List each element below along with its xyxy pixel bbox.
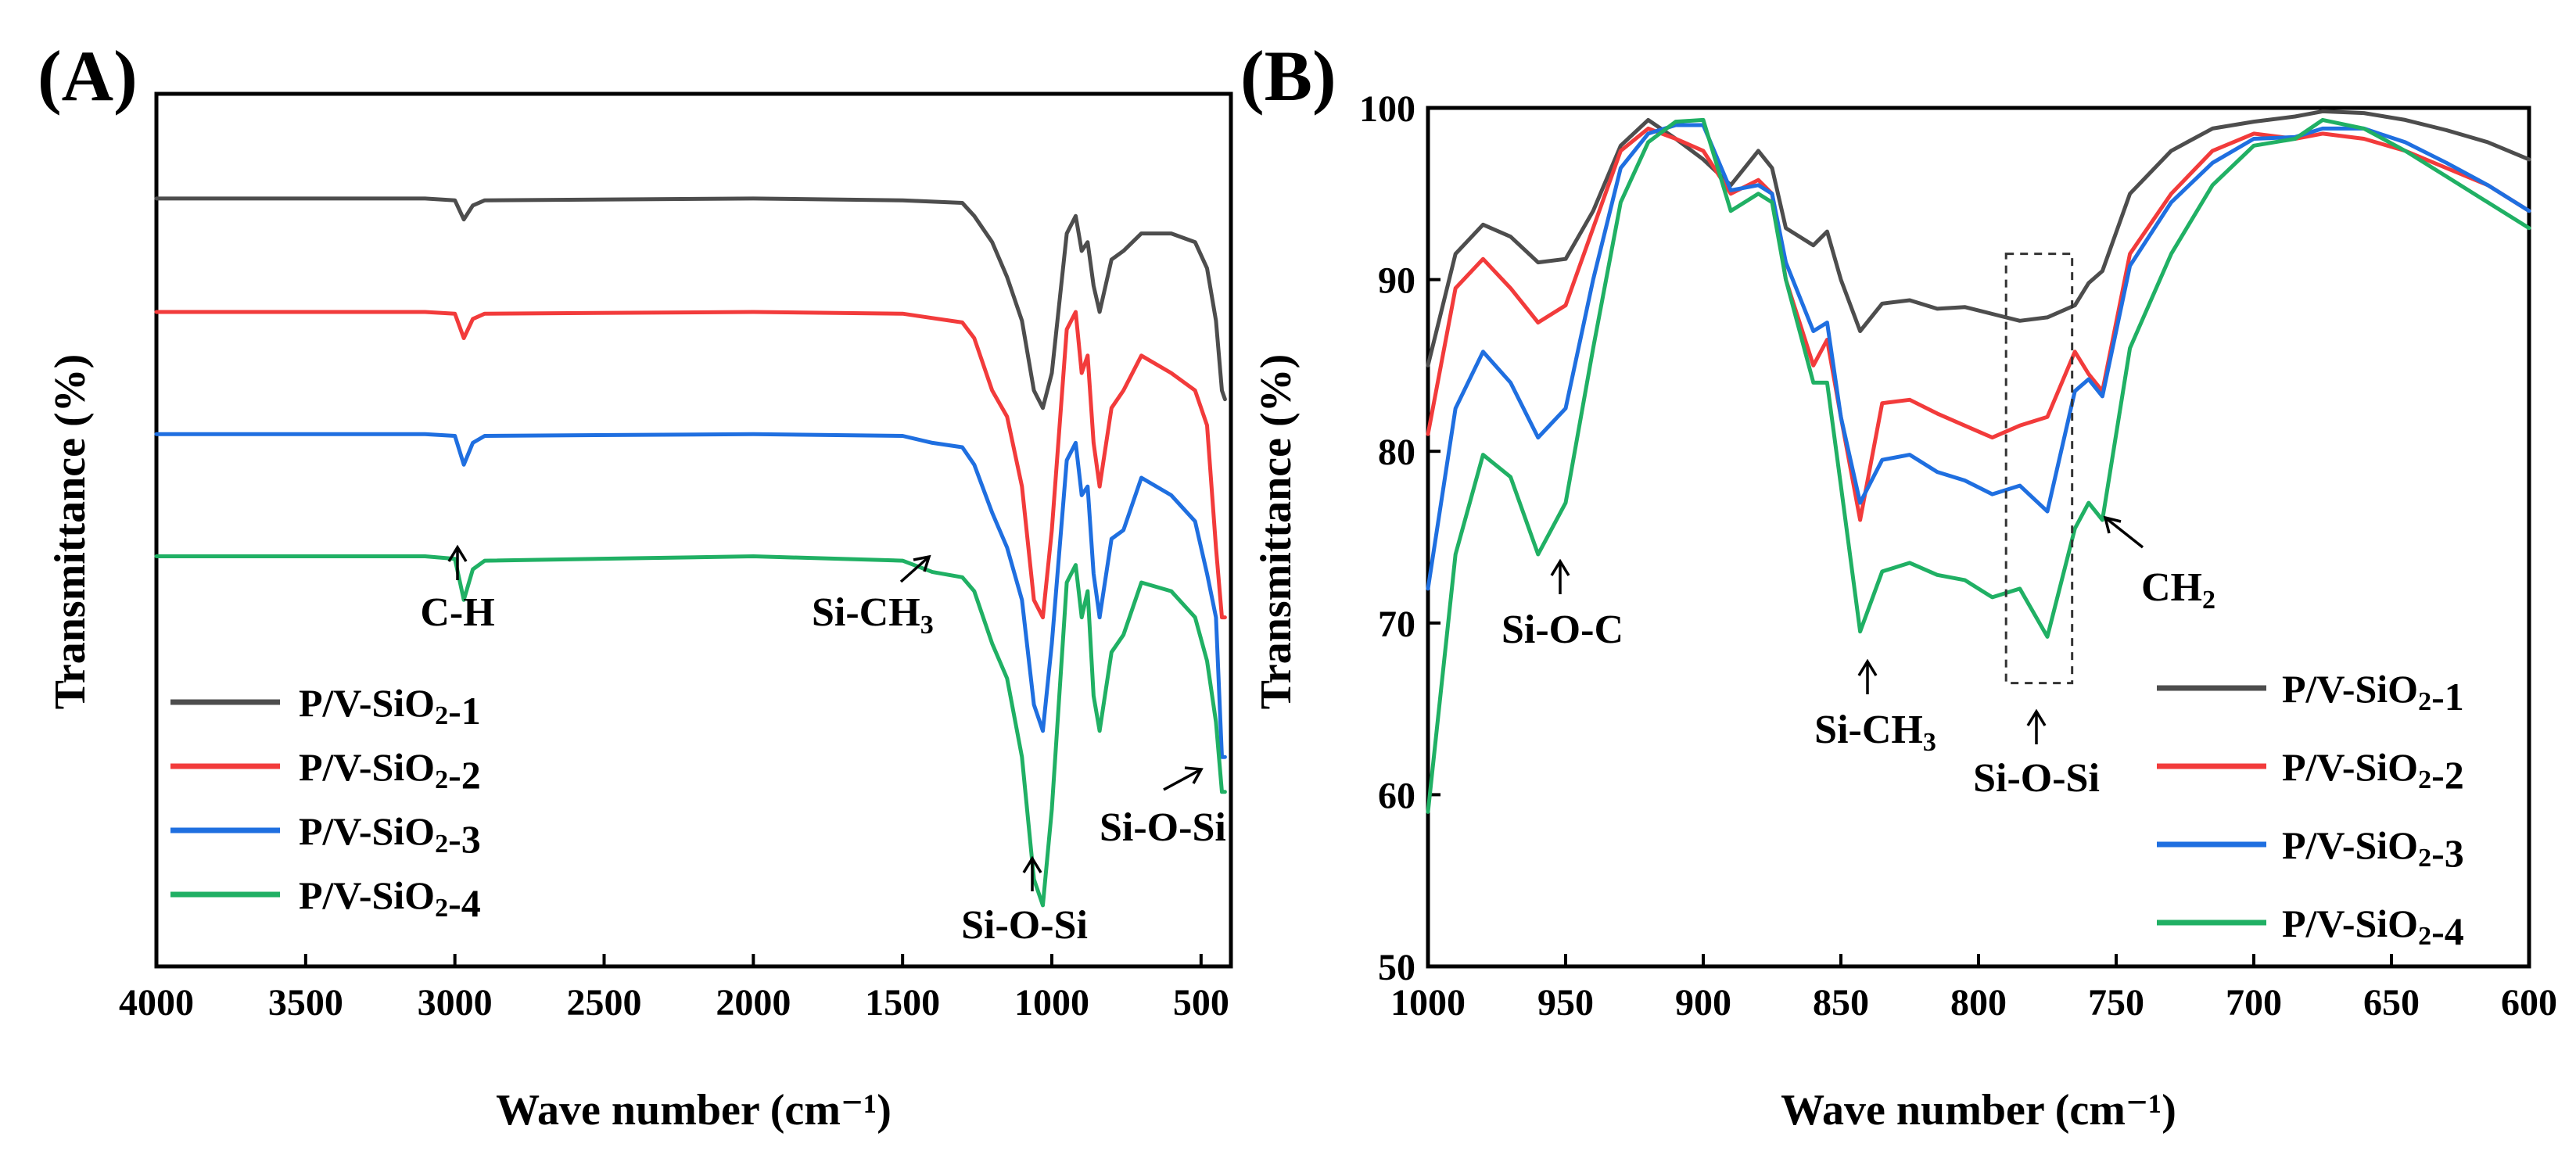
panel-a-x-tick-label: 1500: [865, 982, 940, 1023]
annotation-arrow-si-o-si-low: [1163, 768, 1202, 791]
panel-b-series-4: [1426, 117, 2531, 814]
annotation-arrowhead-si-o-c: [1550, 558, 1570, 576]
panel-b-series-2: [1426, 126, 2531, 522]
panel-b-y-tick-label: 60: [1378, 775, 1415, 816]
panel-b-y-tick-label: 50: [1378, 947, 1415, 988]
annotation-arrowhead-si-o-si-main: [1022, 855, 1042, 873]
panel-b-series-3: [1426, 123, 2531, 591]
annotation-arrowhead-si-ch3-b: [1857, 658, 1878, 676]
annotation-arrow-si-ch3: [899, 555, 931, 583]
panel-a-x-tick-label: 3000: [418, 982, 493, 1023]
panel-a-series-2: [154, 310, 1227, 620]
panel-b: (B) 1000 950 900 850 800 750 700 650 600 50 60 70 80…: [1240, 36, 2557, 1135]
panel-a-label: (A): [38, 36, 138, 116]
legend-b-label-4: P/V-SiO2-4: [2282, 902, 2464, 953]
annotation-arrowhead-si-o-si-b: [2026, 708, 2047, 726]
annotation-si-o-c: Si-O-C: [1501, 608, 1623, 652]
annotation-si-ch3-b: Si-CH3: [1814, 708, 1936, 757]
panel-a-x-tick-label: 2000: [716, 982, 791, 1023]
annotation-arrowhead-ch2: [2103, 515, 2122, 534]
annotation-arrow-ch2: [2104, 516, 2144, 549]
annotation-ch: C-H: [420, 590, 494, 635]
panel-b-y-tick-label: 100: [1359, 88, 1415, 130]
panel-b-annotations: Si-O-C Si-CH3 Si-O-Si CH2: [1501, 515, 2215, 801]
annotation-si-ch3-a: Si-CH3: [812, 590, 934, 640]
panel-a-plot-frame: [154, 91, 1233, 969]
panel-a-x-tick-label: 4000: [119, 982, 194, 1023]
panel-b-highlight-box: [2004, 253, 2074, 685]
panel-b-x-tick-label: 600: [2501, 982, 2557, 1023]
panel-a-x-tick-label: 1000: [1014, 982, 1089, 1023]
legend-a-label-3: P/V-SiO2-3: [299, 809, 481, 861]
annotation-si-o-si-main: Si-O-Si: [961, 903, 1088, 948]
panel-a-x-tick-label: 2500: [567, 982, 642, 1023]
panel-b-x-tick-label: 800: [1950, 982, 2007, 1023]
panel-b-x-tick-label: 750: [2088, 982, 2144, 1023]
panel-a-x-axis-title: Wave number (cm⁻¹): [496, 1086, 892, 1135]
panel-a-x-axis: 4000 3500 3000 2500 2000 1500 1000 500: [119, 954, 1229, 1023]
legend-b-label-3: P/V-SiO2-3: [2282, 823, 2464, 875]
panel-b-legend: P/V-SiO2-1 P/V-SiO2-2 P/V-SiO2-3 P/V-SiO…: [2157, 667, 2464, 953]
panel-b-x-tick-label: 950: [1537, 982, 1594, 1023]
annotation-si-o-si-low: Si-O-Si: [1100, 805, 1226, 850]
panel-a-annotations: C-H Si-CH3 Si-O-Si Si-O-Si: [420, 544, 1226, 948]
panel-a-y-axis-title: Transmittance (%): [46, 354, 95, 710]
panel-b-x-tick-label: 700: [2226, 982, 2282, 1023]
annotation-si-o-si-b: Si-O-Si: [1973, 756, 2100, 801]
panel-a: (A) 4000 3500 3000 2500 2000 1500 1000 500 Tran…: [38, 36, 1233, 1135]
panel-a-series-3: [154, 432, 1227, 759]
panel-b-y-axis-title: Transmittance (%): [1252, 354, 1301, 710]
annotation-arrowhead-si-ch3: [913, 554, 931, 572]
panel-a-legend: P/V-SiO2-1 P/V-SiO2-2 P/V-SiO2-3 P/V-SiO…: [170, 681, 481, 925]
annotation-arrowhead-si-o-si-low: [1184, 766, 1204, 784]
panel-b-y-tick-label: 70: [1378, 604, 1415, 645]
panel-b-series-1: [1426, 109, 2531, 367]
panel-b-label: (B): [1240, 36, 1336, 116]
annotation-ch2: CH2: [2141, 565, 2215, 615]
panel-b-y-tick-label: 80: [1378, 432, 1415, 473]
panel-b-axes: 1000 950 900 850 800 750 700 650 600 50 60 70 80 90 10…: [1359, 88, 2557, 1023]
panel-b-x-tick-label: 650: [2363, 982, 2420, 1023]
legend-a-label-2: P/V-SiO2-2: [299, 745, 481, 797]
legend-a-label-1: P/V-SiO2-1: [299, 681, 481, 733]
panel-b-y-tick-label: 90: [1378, 260, 1415, 302]
panel-b-series-group: [1426, 109, 2531, 814]
legend-b-label-1: P/V-SiO2-1: [2282, 667, 2464, 719]
panel-a-series-4: [154, 554, 1227, 908]
legend-b-label-2: P/V-SiO2-2: [2282, 745, 2464, 797]
panel-b-x-tick-label: 1000: [1390, 982, 1466, 1023]
panel-a-x-tick-label: 3500: [268, 982, 343, 1023]
panel-a-x-tick-label: 500: [1173, 982, 1229, 1023]
legend-a-label-4: P/V-SiO2-4: [299, 873, 481, 925]
panel-b-x-tick-label: 900: [1675, 982, 1731, 1023]
panel-a-series-1: [154, 196, 1227, 410]
panel-b-x-axis-title: Wave number (cm⁻¹): [1781, 1086, 2176, 1135]
panel-a-series-group: [154, 196, 1227, 908]
annotation-arrowhead-ch: [447, 544, 468, 562]
panel-b-x-tick-label: 850: [1813, 982, 1869, 1023]
